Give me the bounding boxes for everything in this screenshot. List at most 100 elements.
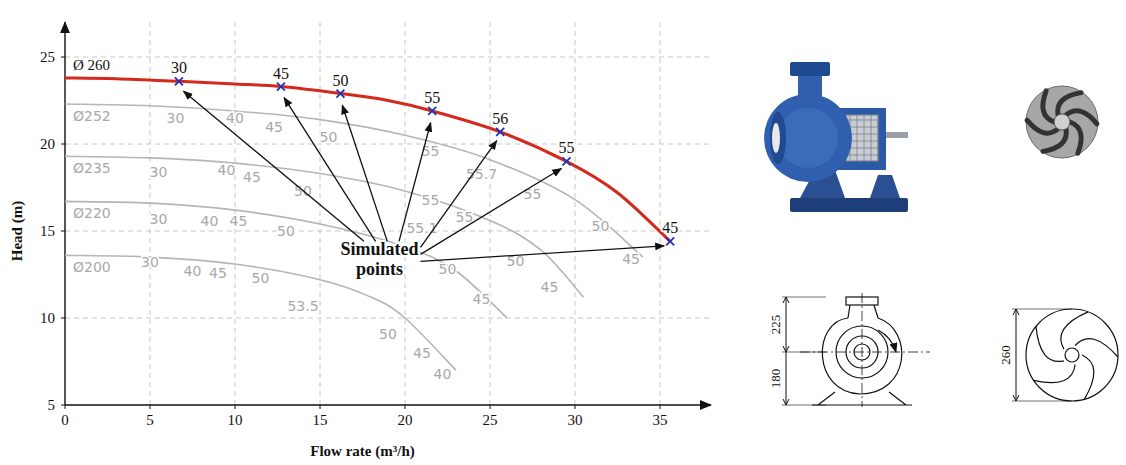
x-axis-title: Flow rate (m³/h) [310,443,414,460]
y-axis [64,22,65,405]
x-tick [660,405,661,409]
dim-arrow [783,346,789,352]
casing-neck [848,305,878,318]
impeller-vane [1070,122,1081,153]
efficiency-label: 55 [422,192,440,208]
impeller-hub [1054,114,1070,130]
efficiency-label: 50 [252,270,270,286]
y-tick-label: 20 [40,136,55,152]
guard-mesh [878,115,879,161]
guard-mesh [871,115,872,161]
efficiency-label: 50 [320,129,338,145]
grid [65,22,711,405]
dimension-label: 180 [768,369,783,389]
series-name: Ø220 [73,205,111,221]
dim-ext [782,405,826,406]
impeller-drawing [1012,309,1118,401]
simulated-point [496,128,504,136]
efficiency-label: 50 [592,218,610,234]
efficiency-label: 45 [473,291,491,307]
efficiency-label: 53.5 [287,298,318,314]
efficiency-label: 45 [265,119,283,135]
series-name: Ø 260 [73,57,110,73]
x-tick [235,405,236,409]
guard-mesh [864,115,865,161]
grid-line [65,144,711,145]
efficiency-label: 55 [456,209,474,225]
efficiency-label: 50 [332,72,348,89]
simulated-point [175,77,183,85]
point-marker [496,128,504,136]
y-tick [61,144,65,145]
impeller-vane [1061,312,1088,349]
x-tick-label: 20 [398,412,413,428]
efficiency-label: 50 [379,326,397,342]
guard-mesh [846,155,878,156]
guard-mesh [846,120,878,121]
efficiency-label: 45 [541,279,559,295]
dimension-label: 225 [768,315,783,335]
x-tick-label: 5 [146,412,154,428]
guard-mesh [857,115,858,161]
dim-ext [782,297,826,298]
efficiency-label: 40 [226,110,244,126]
grid-line [660,22,661,405]
annotation: Simulatedpoints [340,239,418,279]
arrow [284,98,375,242]
annotation-arrows [184,91,665,261]
y-tick [61,405,65,406]
simulated-point [277,83,285,91]
point-marker [277,83,285,91]
impeller-vane [1066,111,1097,124]
series-name: Ø200 [73,259,111,275]
impeller-hub [1065,348,1079,362]
x-tick [405,405,406,409]
impeller-vane [1043,91,1054,122]
grid-line [575,22,576,405]
y-tick-label: 10 [40,310,55,326]
head-curve [65,156,584,297]
dim-ext [1012,401,1072,402]
centre-line [862,293,863,407]
arrow [421,246,665,262]
guard-mesh [846,127,878,128]
impeller-disc [1026,86,1098,158]
casing-drawing [782,293,930,407]
dim-ext [782,352,826,353]
point-marker [175,77,183,85]
dim-arrow [783,297,789,303]
x-tick-label: 35 [653,412,668,428]
x-tick [65,405,66,409]
x-tick [150,405,151,409]
efficiency-label: 45 [273,65,289,82]
efficiency-label: 55 [424,89,440,106]
y-tick-label: 5 [48,397,56,413]
simulated-point [336,90,344,98]
arrow [421,169,562,255]
point-marker [336,90,344,98]
dimension-label: 260 [998,345,1013,365]
efficiency-label: 30 [150,211,168,227]
efficiency-label: 30 [141,254,159,270]
x-tick [320,405,321,409]
y-tick [61,57,65,58]
arrow [184,91,364,241]
rotation-arrow [878,330,896,352]
grid-line [65,318,711,319]
annotation-line: points [356,259,403,279]
efficiency-label: 40 [184,263,202,279]
figure: 05101520253035510152025Flow rate (m³/h)H… [0,0,1126,465]
pump-foot [870,175,900,198]
labels: Ø2003040455053.5504540Ø2203040455055.150… [73,57,678,382]
head-curve [65,104,643,257]
point-marker [563,157,571,165]
efficiency-label: 50 [439,261,457,277]
grid-line [320,22,321,405]
y-tick [61,231,65,232]
arrow [399,123,431,242]
pump-volute [764,94,852,182]
efficiency-label: 30 [150,164,168,180]
pump-base [790,198,908,212]
point-marker [666,237,674,245]
grid-line [490,22,491,405]
